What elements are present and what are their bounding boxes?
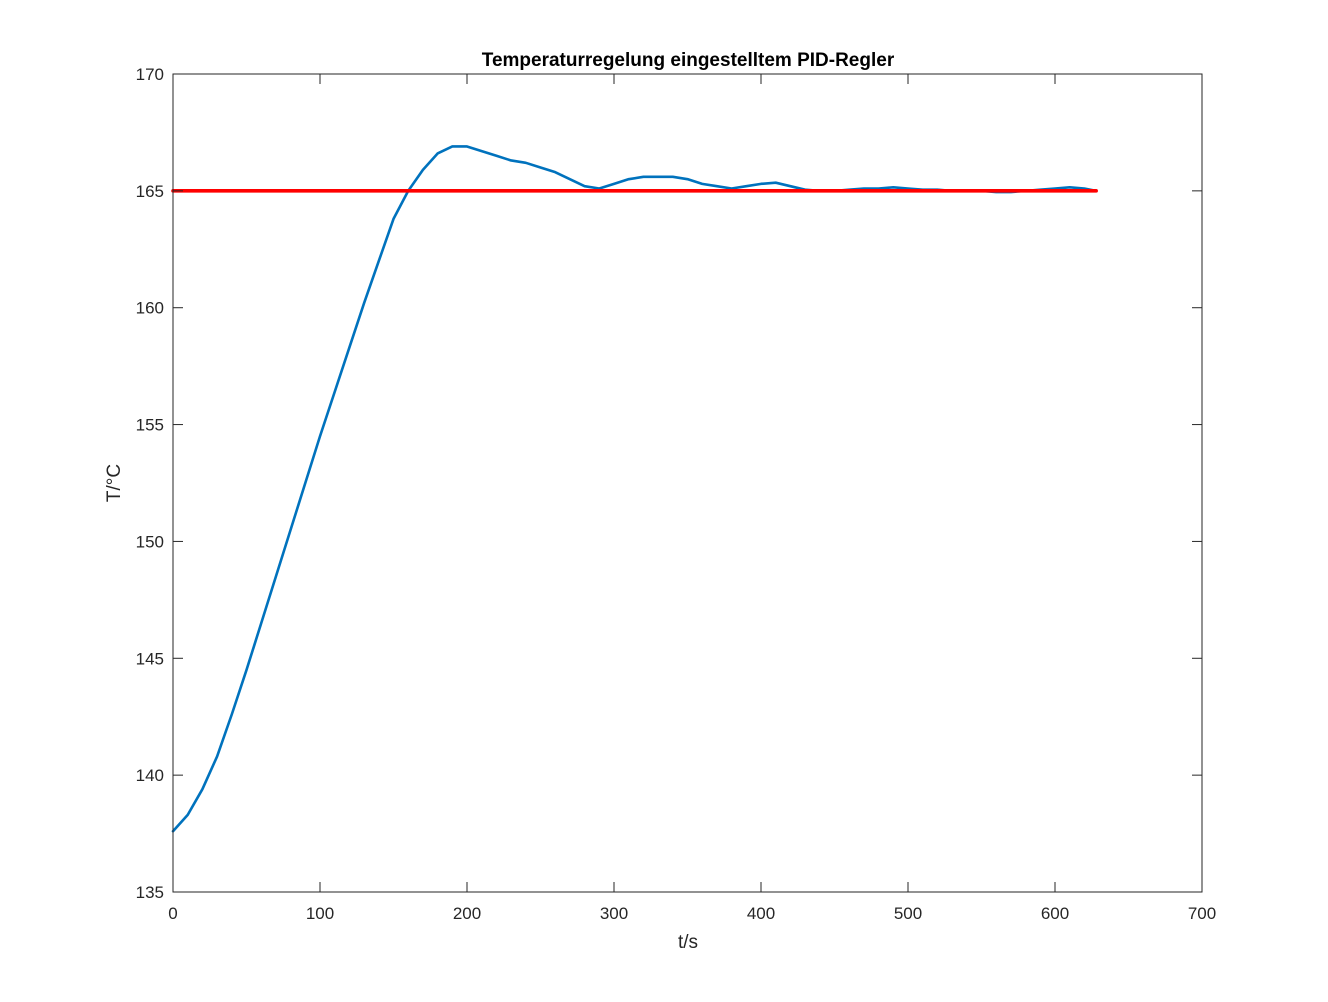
x-tick-label: 300 (600, 904, 628, 923)
series-layer (171, 145, 1098, 833)
y-axis-label: T/°C (104, 464, 125, 502)
tick-layer: 0 100 200 300 400 500 600 700 135 140 145 150 155 160… (136, 65, 1217, 923)
y-tick-label: 145 (136, 649, 164, 668)
y-tick-label: 165 (136, 182, 164, 201)
x-tick-label: 0 (168, 904, 177, 923)
plot-area (173, 74, 1202, 892)
y-tick-label: 160 (136, 299, 164, 318)
y-tick-label: 135 (136, 883, 164, 902)
x-tick-label: 500 (894, 904, 922, 923)
axes-box (172, 73, 1203, 893)
x-tick-label: 200 (453, 904, 481, 923)
y-tick-label: 140 (136, 766, 164, 785)
y-tick-label: 155 (136, 416, 164, 435)
x-tick-label: 600 (1041, 904, 1069, 923)
x-tick-label: 700 (1188, 904, 1216, 923)
x-tick-label: 100 (306, 904, 334, 923)
chart-title: Temperaturregelung eingestelltem PID-Reg… (482, 50, 895, 71)
x-axis-label: t/s (678, 932, 698, 953)
y-tick-label: 150 (136, 532, 164, 551)
y-tick-label: 170 (136, 65, 164, 84)
x-tick-label: 400 (747, 904, 775, 923)
